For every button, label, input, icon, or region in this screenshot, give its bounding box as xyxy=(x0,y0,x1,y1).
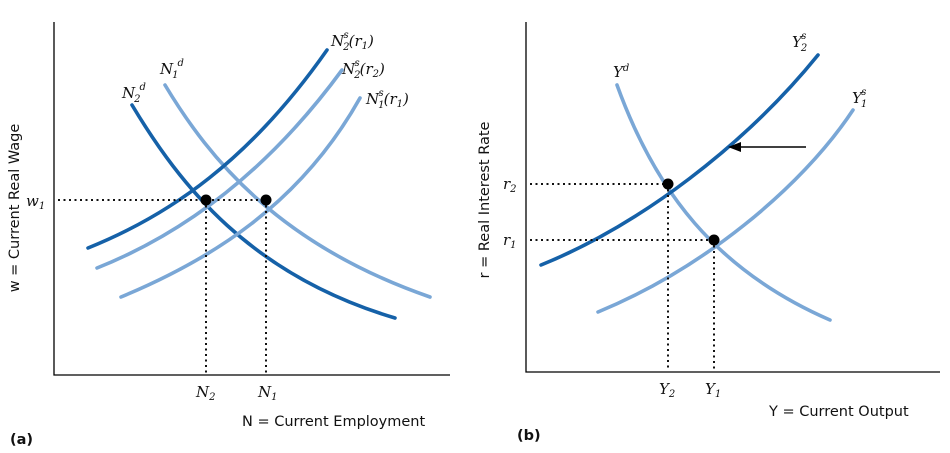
r2-tick-label: r2 xyxy=(503,175,517,195)
equilibrium-point-n1 xyxy=(260,194,272,206)
label-n2-supply-r1: N2s(r1) xyxy=(330,30,374,53)
panel-a: w = Current Real Wage N = Current Employ… xyxy=(7,22,450,448)
label-n2-demand: N2d xyxy=(121,82,146,105)
curve-y2-supply xyxy=(539,53,820,267)
curve-y-demand xyxy=(615,83,832,322)
shift-left-arrow-icon xyxy=(728,142,806,152)
n2-tick-label: N2 xyxy=(195,383,216,403)
r1-tick-label: r1 xyxy=(503,231,517,251)
n1-tick-label: N1 xyxy=(257,383,278,403)
panel-a-y-axis-label: w = Current Real Wage xyxy=(7,124,23,293)
label-n2-supply-r2: N2s(r2) xyxy=(341,58,385,81)
curve-y1-supply xyxy=(596,108,855,314)
panel-b: r = Real Interest Rate Y = Current Outpu… xyxy=(477,22,940,444)
w1-tick-label: w1 xyxy=(26,192,45,212)
panel-a-x-axis-label: N = Current Employment xyxy=(242,414,425,430)
panel-b-tag: (b) xyxy=(517,428,541,444)
panel-b-x-axis-label: Y = Current Output xyxy=(768,404,909,420)
curve-n1-demand xyxy=(163,83,432,299)
label-y1-supply: Y1s xyxy=(852,87,867,110)
label-n1-demand: N1d xyxy=(159,58,184,81)
label-y2-supply: Y2s xyxy=(792,31,807,54)
panel-b-axes xyxy=(525,22,940,373)
label-n1-supply-r1: N1s(r1) xyxy=(365,88,409,111)
y2-tick-label: Y2 xyxy=(659,380,675,400)
curve-n2-supply-r1 xyxy=(86,48,329,250)
curve-n2-demand xyxy=(130,103,397,320)
equilibrium-point-y1 xyxy=(708,234,720,246)
equilibrium-point-n2 xyxy=(200,194,212,206)
y1-tick-label: Y1 xyxy=(705,380,721,400)
panel-b-y-axis-label: r = Real Interest Rate xyxy=(477,121,493,278)
panel-a-axes xyxy=(53,22,450,376)
equilibrium-point-y2 xyxy=(662,178,674,190)
label-y-demand: Yd xyxy=(613,63,629,81)
curve-n2-supply-r2 xyxy=(95,68,344,270)
curve-n1-supply-r1 xyxy=(119,96,362,299)
panel-a-tag: (a) xyxy=(10,432,33,448)
